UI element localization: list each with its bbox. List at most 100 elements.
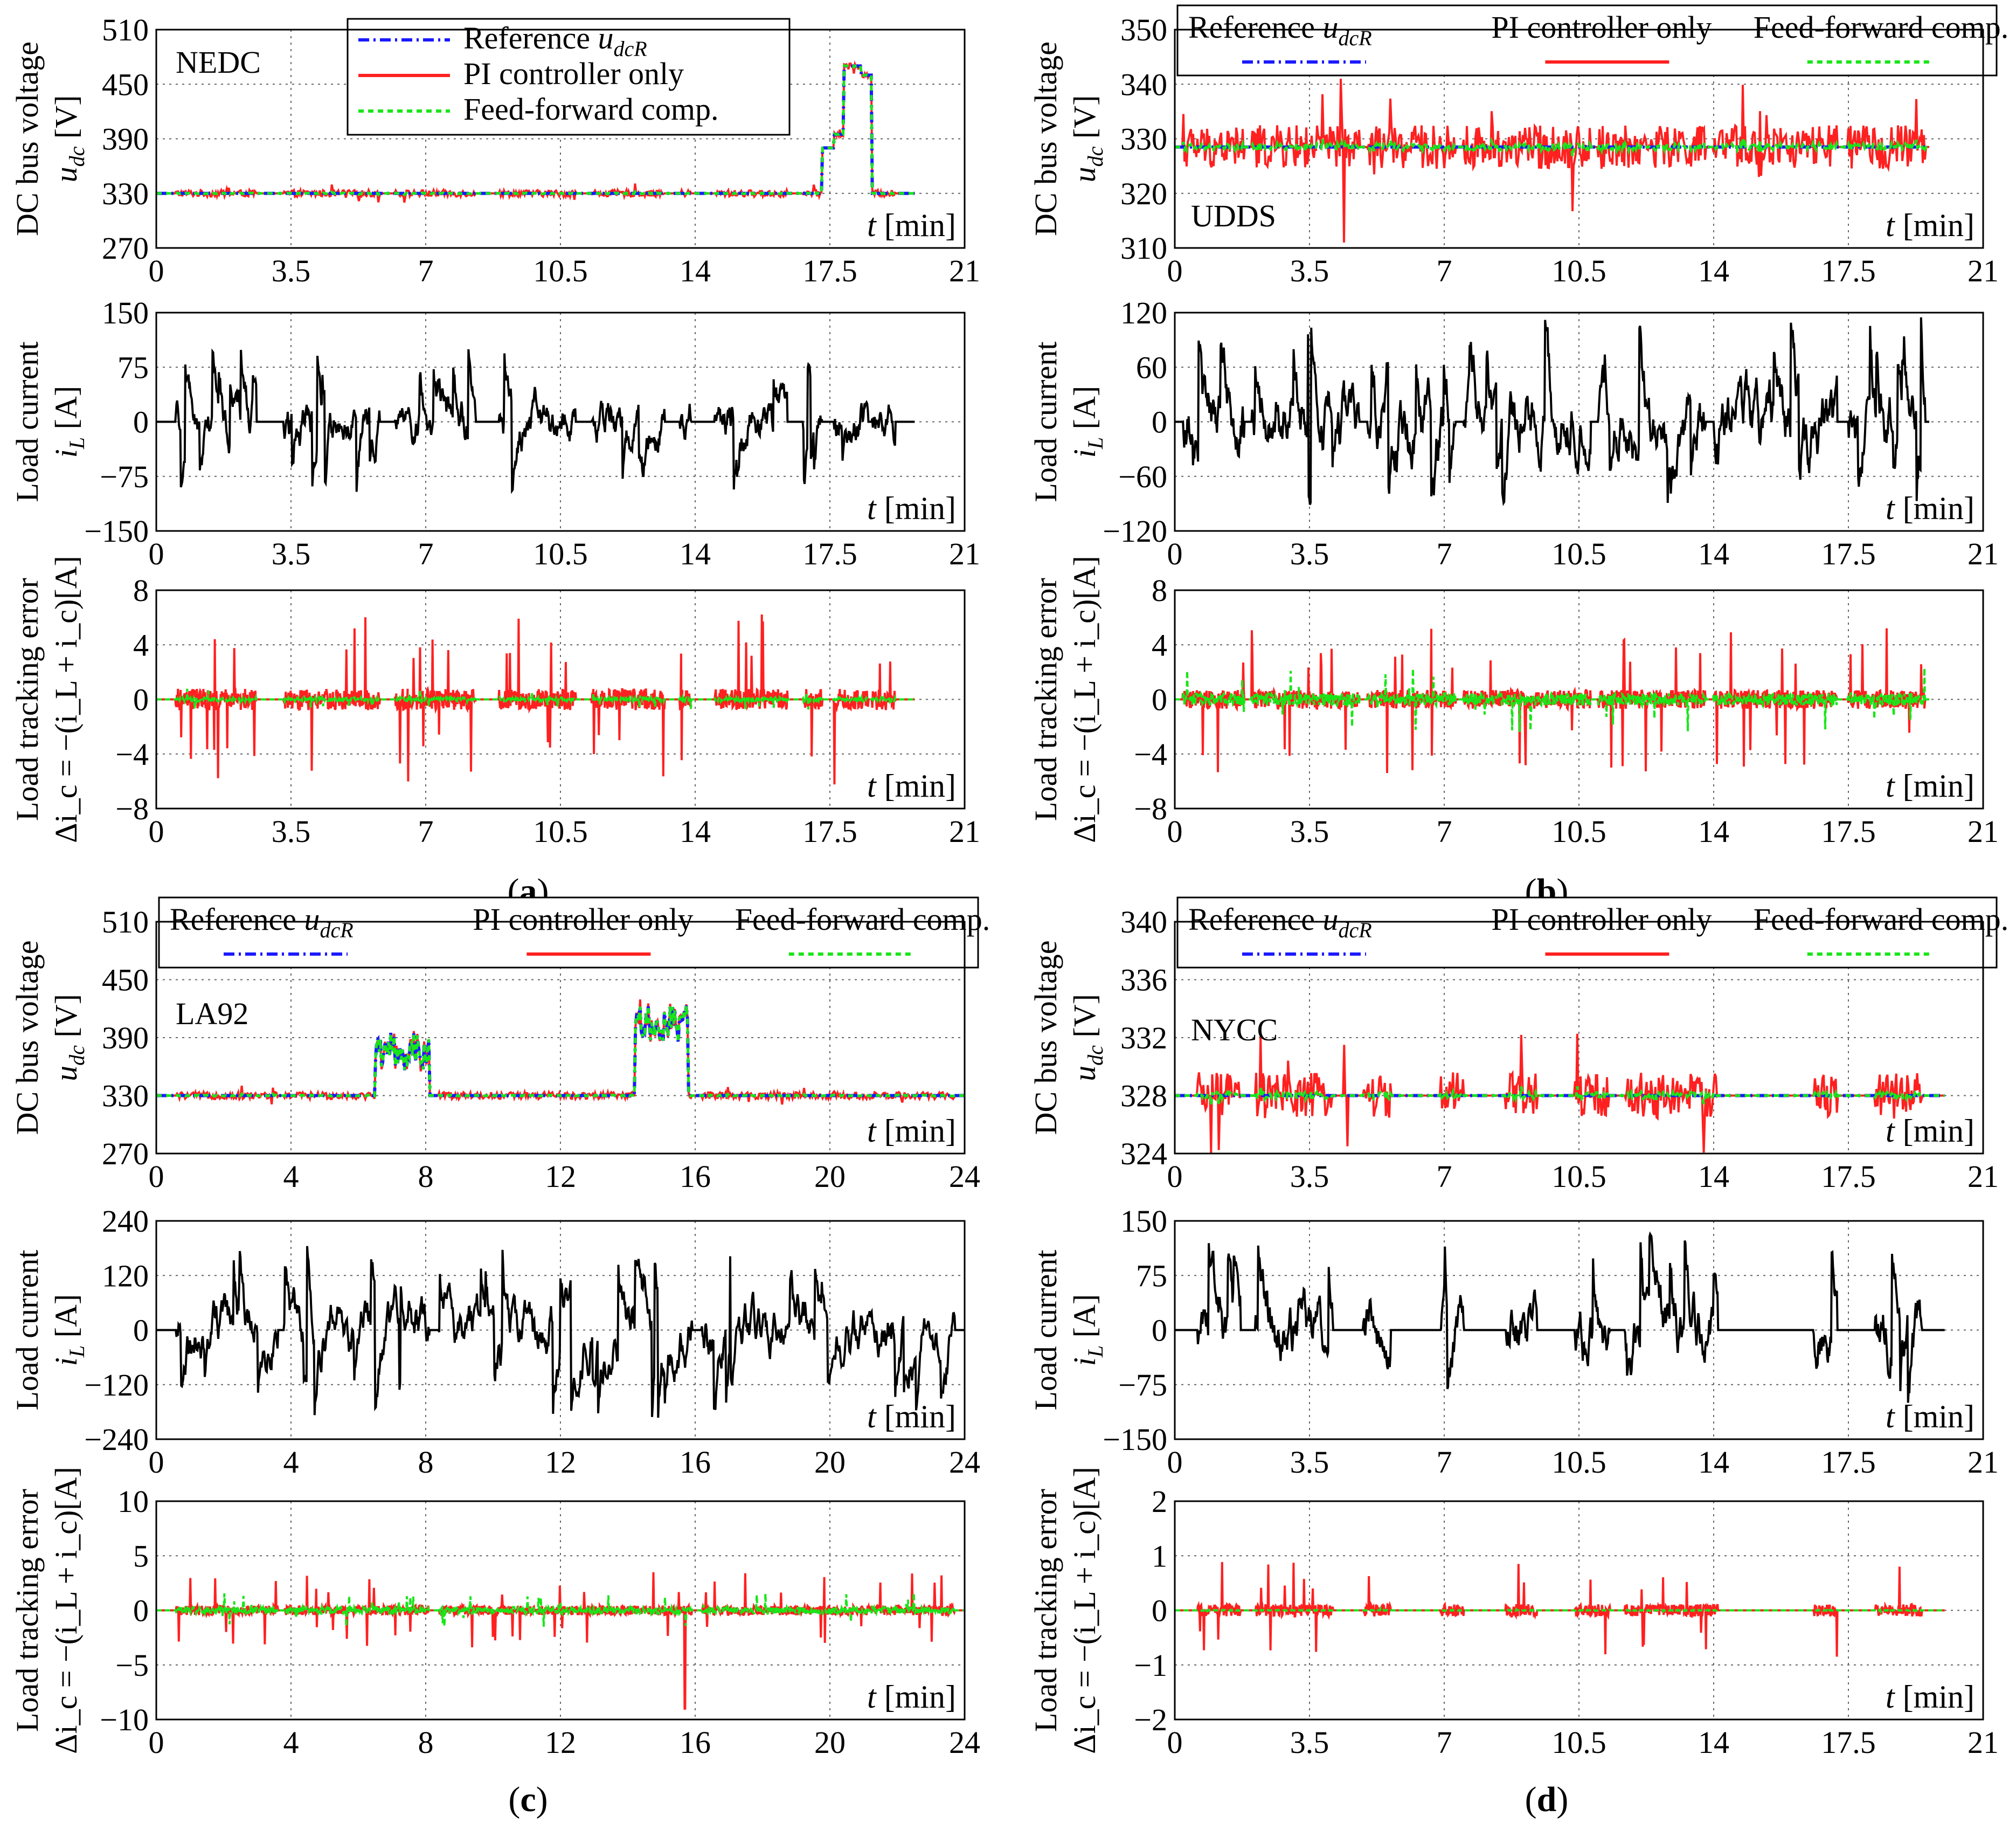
x-tick-label: 12	[545, 1445, 576, 1480]
error-ylabel-line1: Load tracking error	[10, 1489, 45, 1732]
voltage-panel-a: 0 3.5 7 10.5 14 17.5 21 270 330 390 450 510 t [min] N…	[10, 12, 980, 288]
current-ylabel-line1: Load current	[10, 1250, 45, 1411]
x-tick-label: 14	[1698, 1445, 1729, 1480]
y-tick-label: −1	[1134, 1648, 1167, 1683]
x-tick-label: 21	[1967, 814, 1999, 849]
x-tick-label: 7	[418, 253, 434, 288]
y-tick-label: 75	[1136, 1258, 1167, 1293]
x-tick-label: 10.5	[533, 536, 588, 571]
y-tick-label: −8	[1134, 791, 1167, 826]
plot-frame	[1174, 589, 1984, 810]
y-tick-label: −8	[115, 791, 149, 826]
error-ylabel-line2: Δi_c = −(i_L + i_c)[A]	[1067, 1467, 1102, 1754]
y-tick-label: −4	[115, 737, 149, 772]
time-axis-label: t [min]	[867, 1399, 956, 1434]
pi-voltage-series	[1175, 79, 1929, 243]
current-ylabel-line1: Load current	[1028, 342, 1063, 502]
y-tick-label: −4	[1134, 737, 1167, 772]
x-tick-label: 7	[1437, 1725, 1452, 1760]
voltage-ylabel-line1: DC bus voltage	[10, 941, 45, 1135]
ff-voltage-series	[1175, 1085, 1945, 1106]
error-panel-b: 0 3.5 7 10.5 14 17.5 21 −8 −4 0 4 8 t [min] Load trac…	[1028, 556, 1999, 849]
error-panel-d: 0 3.5 7 10.5 14 17.5 21 −2 −1 0 1 2 t [min] Load trac…	[1028, 1467, 1999, 1760]
x-tick-label: 7	[418, 536, 434, 571]
x-tick-label: 24	[949, 1159, 980, 1194]
x-tick-label: 17.5	[1821, 1159, 1876, 1194]
x-tick-label: 4	[283, 1445, 299, 1480]
y-tick-label: 324	[1120, 1136, 1167, 1171]
y-tick-label: 390	[102, 1020, 149, 1055]
pi-error-series	[156, 1572, 965, 1710]
x-tick-label: 3.5	[1290, 253, 1329, 288]
x-tick-label: 21	[1967, 253, 1999, 288]
x-tick-label: 10.5	[1551, 1725, 1606, 1760]
y-tick-label: 150	[102, 295, 149, 330]
error-ylabel-line2: Δi_c = −(i_L + i_c)[A]	[1067, 556, 1102, 843]
x-tick-label: 14	[680, 253, 711, 288]
y-tick-label: 120	[102, 1258, 149, 1293]
y-tick-label: −150	[1103, 1422, 1167, 1457]
y-tick-label: 0	[133, 1313, 149, 1348]
y-tick-label: 1	[1152, 1538, 1167, 1573]
legend-label-pi: PI controller only	[463, 56, 684, 91]
x-tick-label: 21	[1967, 536, 1999, 571]
current-ylabel-line1: Load current	[10, 342, 45, 502]
y-tick-label: −2	[1134, 1702, 1167, 1737]
x-tick-label: 21	[949, 814, 980, 849]
y-tick-label: 60	[1136, 350, 1167, 385]
x-tick-label: 17.5	[1821, 814, 1876, 849]
voltage-ylabel-line1: DC bus voltage	[1028, 941, 1063, 1135]
y-tick-label: 310	[1120, 231, 1167, 266]
x-tick-label: 21	[1967, 1159, 1999, 1194]
y-tick-label: 450	[102, 67, 149, 102]
y-tick-label: 8	[1152, 573, 1167, 608]
plot-frame	[1174, 1500, 1984, 1721]
y-tick-label: 120	[1120, 295, 1167, 330]
voltage-panel-b: 0 3.5 7 10.5 14 17.5 21 310 320 330 340 350 t [min] U…	[1028, 4, 2008, 288]
x-tick-label: 17.5	[802, 814, 857, 849]
voltage-panel-c: 0 4 8 12 16 20 24 270 330 390 450 510 t [min] LA92 DC …	[10, 896, 990, 1194]
x-tick-label: 3.5	[1290, 1445, 1329, 1480]
error-panel-a: 0 3.5 7 10.5 14 17.5 21 −8 −4 0 4 8 t [min] Load trac…	[10, 556, 980, 849]
y-tick-label: 450	[102, 963, 149, 998]
x-tick-label: 0	[1167, 1445, 1183, 1480]
x-tick-label: 10.5	[1551, 253, 1606, 288]
y-tick-label: −75	[100, 459, 149, 494]
cycle-name: LA92	[176, 996, 248, 1031]
x-tick-label: 14	[1698, 1159, 1729, 1194]
x-tick-label: 21	[949, 536, 980, 571]
x-tick-label: 0	[1167, 536, 1183, 571]
plot-frame	[155, 589, 966, 810]
ff-error-series	[156, 688, 915, 710]
y-tick-label: 0	[1152, 682, 1167, 717]
x-tick-label: 3.5	[272, 814, 311, 849]
x-tick-label: 8	[418, 1725, 434, 1760]
x-tick-label: 7	[418, 814, 434, 849]
legend-label-pi: PI controller only	[473, 902, 693, 937]
current-ylabel-line2: iL [A]	[49, 386, 89, 458]
x-tick-label: 10.5	[533, 814, 588, 849]
y-tick-label: 510	[102, 904, 149, 940]
x-tick-label: 14	[680, 814, 711, 849]
x-tick-label: 14	[680, 536, 711, 571]
voltage-ylabel-line1: DC bus voltage	[1028, 42, 1063, 236]
x-tick-label: 7	[1437, 1159, 1452, 1194]
x-tick-label: 12	[545, 1159, 576, 1194]
error-panel-c: 0 4 8 12 16 20 24 −10 −5 0 5 10 t [min] Load tracking…	[10, 1467, 980, 1760]
y-tick-label: 75	[117, 350, 149, 385]
x-tick-label: 0	[149, 253, 164, 288]
current-panel-c: 0 4 8 12 16 20 24 −240 −120 0 120 240 t [min] Load cu…	[10, 1204, 980, 1480]
cycle-name: NEDC	[176, 45, 261, 80]
y-tick-label: 332	[1120, 1020, 1167, 1055]
voltage-ylabel-line2: udc [V]	[49, 994, 89, 1081]
legend-label-reference: Reference udcR	[1188, 10, 1372, 50]
x-tick-label: 8	[418, 1445, 434, 1480]
y-tick-label: 320	[1120, 176, 1167, 211]
time-axis-label: t [min]	[1886, 1113, 1975, 1149]
time-axis-label: t [min]	[1886, 1679, 1975, 1715]
x-tick-label: 3.5	[1290, 1725, 1329, 1760]
legend-label-ff: Feed-forward comp.	[463, 92, 719, 127]
x-tick-label: 0	[149, 1445, 164, 1480]
